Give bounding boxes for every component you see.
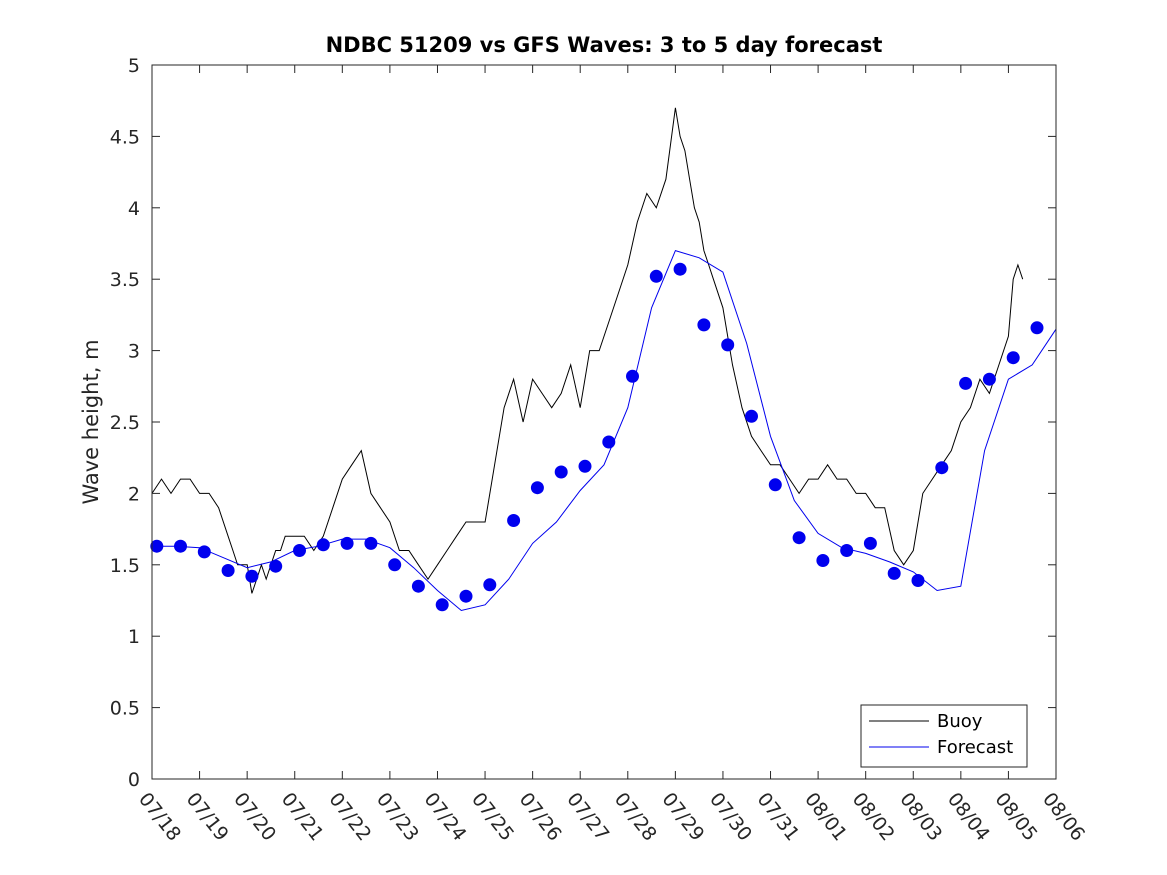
forecast-marker	[197, 545, 211, 559]
forecast-marker	[840, 544, 854, 557]
plot-area	[152, 65, 1056, 779]
legend-buoy-label: Buoy	[937, 711, 983, 732]
forecast-marker	[388, 558, 402, 572]
forecast-marker	[792, 531, 806, 545]
y-tick-label: 1	[128, 626, 140, 648]
forecast-marker	[530, 481, 544, 495]
forecast-marker	[340, 536, 354, 550]
forecast-marker	[459, 589, 473, 603]
forecast-marker	[411, 579, 425, 593]
forecast-marker	[554, 465, 568, 479]
forecast-marker	[602, 435, 616, 449]
forecast-marker	[697, 318, 711, 332]
y-tick-label: 3.5	[110, 269, 140, 291]
y-tick-label: 2.5	[110, 412, 140, 434]
y-tick-label: 5	[128, 55, 140, 77]
forecast-marker	[174, 539, 187, 553]
forecast-marker	[863, 536, 877, 550]
forecast-marker	[483, 578, 497, 592]
forecast-marker	[507, 514, 521, 527]
forecast-marker	[768, 478, 782, 492]
y-tick-label: 0	[128, 769, 140, 791]
forecast-marker	[316, 538, 330, 552]
forecast-marker	[911, 574, 925, 587]
forecast-marker	[626, 369, 639, 383]
forecast-marker	[150, 539, 164, 553]
forecast-marker	[245, 569, 259, 583]
forecast-marker	[1006, 351, 1020, 365]
legend-forecast-label: Forecast	[937, 737, 1013, 758]
forecast-marker	[673, 262, 687, 276]
y-tick-label: 2	[128, 483, 140, 505]
y-axis-label: Wave height, m	[79, 339, 103, 504]
legend-box	[860, 704, 1028, 768]
legend: Buoy Forecast	[860, 704, 1028, 768]
forecast-marker	[578, 459, 592, 473]
chart-title: NDBC 51209 vs GFS Waves: 3 to 5 day fore…	[326, 33, 883, 57]
forecast-marker	[1030, 321, 1044, 335]
forecast-marker	[364, 536, 378, 550]
forecast-marker	[745, 409, 758, 423]
forecast-marker	[982, 372, 996, 386]
series-line-0	[151, 107, 1024, 594]
y-tick-label: 4.5	[110, 126, 140, 148]
y-tick-label: 1.5	[110, 555, 140, 577]
forecast-marker	[721, 338, 735, 352]
y-axis: 0 0.5 1 1.5 2 2.5 3 3.5 4 4.5 5	[110, 55, 1056, 791]
forecast-marker	[816, 554, 830, 567]
y-tick-label: 0.5	[110, 698, 140, 720]
y-tick-label: 4	[128, 198, 140, 220]
forecast-marker	[649, 269, 663, 283]
forecast-marker	[293, 544, 306, 557]
forecast-marker	[221, 564, 235, 577]
series-layer	[150, 107, 1057, 612]
forecast-marker	[935, 461, 949, 475]
forecast-marker	[959, 376, 973, 390]
forecast-marker	[887, 566, 901, 580]
forecast-marker	[435, 598, 449, 612]
y-tick-label: 3	[128, 341, 140, 363]
forecast-marker	[269, 559, 283, 573]
